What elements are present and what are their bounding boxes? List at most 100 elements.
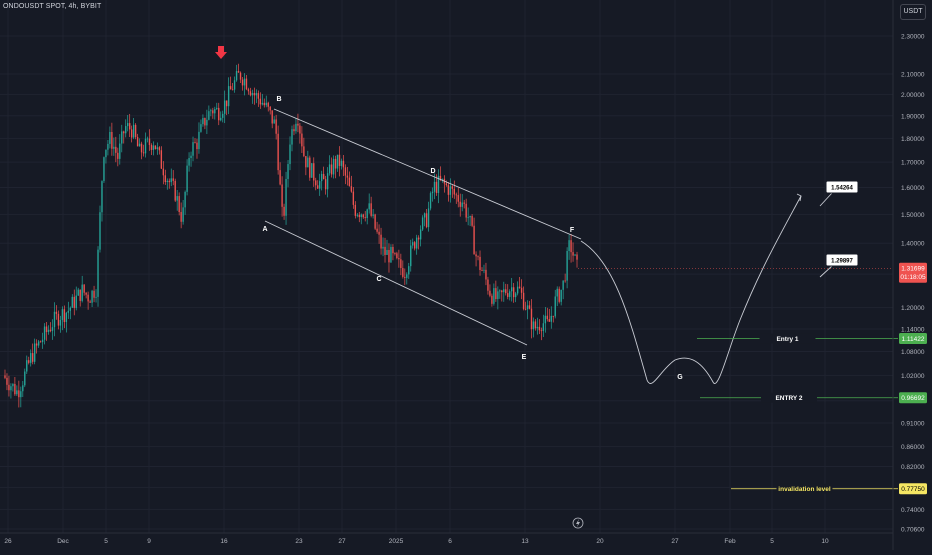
candle-body [255, 93, 258, 96]
candle-body [241, 79, 244, 86]
candle-body [192, 142, 194, 156]
candle-body [150, 144, 153, 150]
candle-body [328, 164, 331, 174]
candle-body [103, 157, 105, 182]
level-label-bg [776, 483, 833, 494]
candle-body [315, 180, 317, 186]
channel-lower-line[interactable] [264, 220, 528, 346]
candle-body [180, 212, 182, 222]
candle-body [536, 326, 539, 329]
target-box[interactable] [825, 253, 859, 267]
candle-body [402, 268, 404, 277]
candle-body [451, 186, 454, 189]
candle-body [227, 86, 230, 107]
candle-body [303, 146, 305, 157]
candle-body [350, 186, 353, 192]
candle-body [340, 160, 343, 166]
candle-body [160, 150, 163, 169]
channel-upper-line[interactable] [273, 108, 582, 240]
candle-body [45, 326, 48, 332]
candle-body [503, 289, 505, 293]
candle-body [388, 250, 390, 263]
candle-body [512, 287, 515, 298]
candle-body [146, 138, 149, 140]
candle-body [526, 305, 529, 310]
countdown-label: 01:18:05 [900, 274, 926, 281]
y-tick-label: 1.02000 [901, 373, 925, 380]
candle-body [562, 280, 564, 290]
current-price-label: 1.31699 [901, 266, 925, 273]
candle-body [487, 279, 489, 291]
lightning-icon[interactable] [572, 517, 584, 529]
candle-body [354, 204, 357, 216]
candle-body [338, 154, 341, 166]
candle-body [516, 286, 519, 294]
candle-body [419, 229, 422, 240]
candle-body [168, 180, 170, 183]
candle-body [186, 165, 188, 192]
x-tick-label: 20 [596, 538, 604, 545]
projected-path[interactable] [580, 195, 802, 384]
x-tick-label: Dec [57, 538, 69, 545]
candle-body [20, 391, 22, 398]
candle-body [53, 311, 56, 328]
candle-body [196, 142, 198, 150]
candle-body [259, 98, 262, 105]
level-price-tag [899, 392, 927, 404]
candle-body [6, 377, 8, 385]
candle-body [511, 287, 513, 292]
currency-button[interactable]: USDT [900, 4, 926, 20]
candle-body [99, 212, 101, 250]
candle-body [18, 390, 20, 398]
candle-body [459, 201, 461, 207]
candle-body [505, 289, 507, 294]
candle-body [574, 254, 576, 256]
target-box[interactable] [825, 180, 859, 194]
candle-body [372, 214, 374, 216]
candle-body [79, 289, 81, 301]
candle-body [479, 256, 481, 270]
candle-body [41, 339, 44, 343]
candle-body [398, 258, 400, 260]
candle-body [152, 145, 155, 150]
candle-body [172, 178, 174, 181]
candle-body [93, 290, 95, 298]
candle-body [101, 181, 103, 213]
candle-body [576, 254, 578, 260]
candle-body [421, 217, 424, 230]
x-tick-label: 26 [4, 538, 12, 545]
candle-body [73, 296, 75, 308]
candle-body [406, 274, 408, 278]
candle-body [524, 308, 527, 310]
candle-body [501, 290, 503, 293]
candle-body [123, 131, 125, 134]
candle-body [568, 240, 570, 252]
candle-body [491, 295, 493, 304]
y-tick-label: 2.30000 [901, 34, 925, 41]
wave-label-b: B [276, 96, 281, 103]
candle-body [37, 341, 40, 346]
target-pointer [819, 192, 833, 207]
wave-label-a: A [262, 226, 267, 233]
candle-body [540, 330, 543, 332]
candle-body [469, 215, 471, 218]
candle-body [176, 196, 178, 201]
candle-body [485, 269, 487, 280]
candle-body [514, 293, 517, 298]
candle-body [271, 110, 273, 124]
candle-body [265, 102, 267, 106]
x-tick-label: 16 [220, 538, 228, 545]
candle-body [297, 123, 299, 126]
candle-body [174, 180, 176, 201]
candle-body [267, 102, 269, 107]
y-tick-label: 1.40000 [901, 241, 925, 248]
candle-body [12, 383, 14, 387]
y-tick-label: 2.00000 [901, 92, 925, 99]
candle-body [63, 309, 66, 323]
candle-body [107, 143, 109, 150]
candle-body [26, 360, 28, 372]
candle-body [346, 175, 349, 178]
candle-body [467, 217, 469, 219]
